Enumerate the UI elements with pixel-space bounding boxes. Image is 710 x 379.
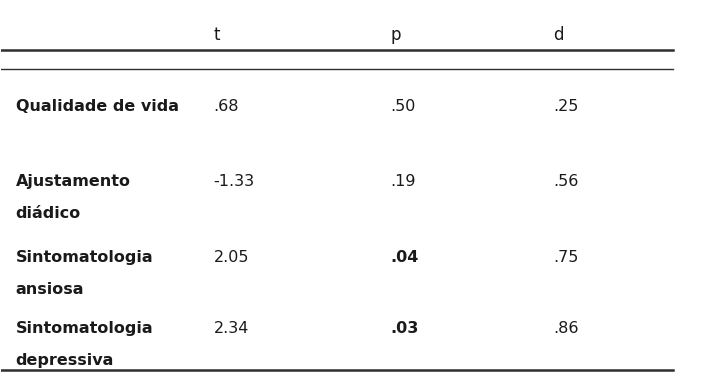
Text: p: p bbox=[391, 26, 401, 44]
Text: d: d bbox=[553, 26, 564, 44]
Text: .50: .50 bbox=[391, 99, 416, 114]
Text: 2.34: 2.34 bbox=[214, 321, 249, 336]
Text: 2.05: 2.05 bbox=[214, 250, 249, 265]
Text: Ajustamento: Ajustamento bbox=[16, 174, 131, 190]
Text: Sintomatologia: Sintomatologia bbox=[16, 250, 153, 265]
Text: .25: .25 bbox=[553, 99, 579, 114]
Text: .68: .68 bbox=[214, 99, 239, 114]
Text: -1.33: -1.33 bbox=[214, 174, 255, 190]
Text: depressiva: depressiva bbox=[16, 353, 114, 368]
Text: .04: .04 bbox=[391, 250, 419, 265]
Text: diádico: diádico bbox=[16, 207, 81, 221]
Text: Qualidade de vida: Qualidade de vida bbox=[16, 99, 178, 114]
Text: Sintomatologia: Sintomatologia bbox=[16, 321, 153, 336]
Text: .03: .03 bbox=[391, 321, 419, 336]
Text: .86: .86 bbox=[553, 321, 579, 336]
Text: .19: .19 bbox=[391, 174, 416, 190]
Text: .75: .75 bbox=[553, 250, 579, 265]
Text: t: t bbox=[214, 26, 220, 44]
Text: .56: .56 bbox=[553, 174, 579, 190]
Text: ansiosa: ansiosa bbox=[16, 282, 84, 297]
